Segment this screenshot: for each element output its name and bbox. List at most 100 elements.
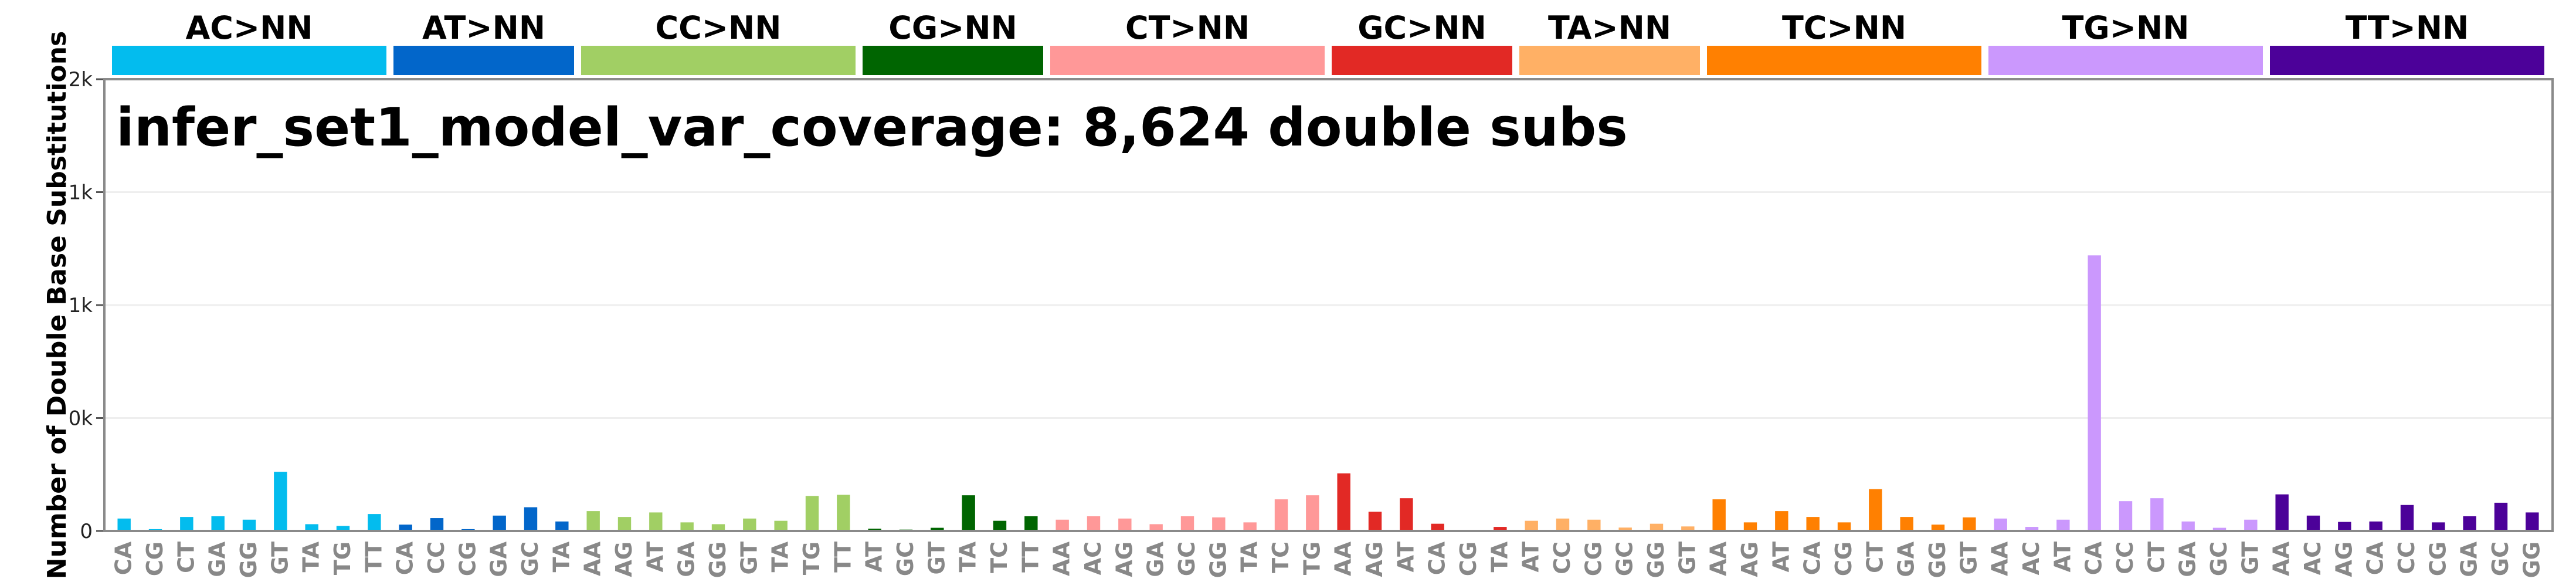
bar (211, 516, 225, 531)
bar (1274, 499, 1288, 531)
x-tick-label: GC (1612, 542, 1638, 576)
x-tick-label: AG (1737, 542, 1763, 577)
x-tick-label: CC (2112, 542, 2138, 574)
bar (2275, 494, 2289, 531)
x-tick-label: TA (298, 541, 324, 572)
x-tick-label: AG (2331, 542, 2357, 577)
x-tick-label: GA (2175, 541, 2201, 577)
x-tick-label: AA (1049, 541, 1075, 576)
chart-title: infer_set1_model_var_coverage: 8,624 dou… (116, 97, 1628, 158)
x-tick-label: GT (1956, 542, 1981, 575)
bar (399, 525, 412, 531)
x-tick-label: TA (1237, 541, 1262, 572)
bar (2056, 519, 2070, 531)
group-label: TG>NN (2062, 9, 2190, 46)
group-label: TT>NN (2346, 9, 2469, 46)
bar (1306, 495, 1319, 531)
x-tick-label: CG (1455, 542, 1481, 576)
x-tick-label: CC (2394, 542, 2419, 574)
group-color-band (1519, 46, 1700, 75)
bar (1212, 517, 1226, 531)
x-tick-label: CT (173, 542, 199, 573)
bar (2369, 521, 2382, 531)
x-tick-labels: CA CG CT GA GG GT TA TG TT CA CC CG GA GC TA AA AG AT GA GG… (111, 541, 2545, 578)
x-tick-label: CA (2081, 541, 2107, 575)
x-tick-label: AC (2300, 542, 2326, 575)
bar (1431, 523, 1444, 531)
x-tick-label: GA (1893, 541, 1919, 577)
x-tick-label: TG (330, 542, 355, 575)
bar (1681, 526, 1695, 531)
group-color-band (1332, 46, 1512, 75)
x-tick-label: CG (2425, 542, 2451, 576)
x-tick-label: GG (236, 542, 262, 578)
y-tick-label: 1k (69, 181, 93, 205)
x-tick-label: GT (924, 542, 949, 575)
x-tick-label: TT (361, 542, 386, 573)
x-tick-label: GA (486, 541, 512, 577)
bar (524, 507, 538, 531)
x-tick-label: TA (768, 541, 793, 572)
bar (1337, 473, 1350, 531)
x-tick-label: AT (642, 542, 668, 572)
bar (2119, 501, 2133, 531)
bar (1650, 523, 1664, 531)
x-tick-label: AA (2269, 541, 2295, 576)
x-tick-label: GG (1205, 542, 1231, 578)
bar (2306, 515, 2320, 531)
bar (1055, 519, 1069, 531)
x-tick-label: GA (205, 541, 230, 577)
bar (2463, 516, 2476, 531)
x-tick-label: CA (1424, 541, 1450, 575)
bar (931, 527, 944, 531)
bar (336, 526, 350, 531)
group-color-band (863, 46, 1043, 75)
bar (837, 495, 850, 531)
x-tick-label: AG (611, 542, 637, 577)
y-tick-label: 0k (69, 407, 93, 431)
group-color-band (1050, 46, 1325, 75)
x-tick-label: TC (1268, 542, 1294, 573)
bars (117, 255, 2539, 531)
x-tick-label: TG (1299, 542, 1325, 575)
x-tick-label: GC (892, 542, 918, 576)
x-tick-label: GG (705, 542, 731, 578)
x-tick-label: TA (548, 541, 574, 572)
bar (1963, 517, 1976, 531)
bar (1837, 522, 1851, 531)
bar (1556, 518, 1570, 531)
group-label: TA>NN (1548, 9, 1671, 46)
x-tick-label: GA (1143, 541, 1169, 577)
grid-lines (104, 191, 2553, 419)
group-headers: AC>NN AT>NN CC>NN CG>NN CT>NN GC>NN TA>NN TC>NN… (112, 9, 2544, 75)
bar (555, 521, 569, 531)
x-tick-label: AC (1080, 542, 1106, 575)
group-label: CG>NN (888, 9, 1017, 46)
group-color-band (581, 46, 856, 75)
x-tick-label: CC (1549, 542, 1575, 574)
bar (2432, 522, 2445, 531)
group-label: AT>NN (422, 9, 545, 46)
x-tick-label: CA (2363, 541, 2388, 575)
bar (180, 517, 194, 531)
bar (1525, 520, 1538, 531)
bar (962, 495, 975, 531)
bar (680, 522, 694, 531)
x-tick-label: GA (2456, 541, 2482, 577)
x-tick-label: CA (111, 541, 137, 575)
x-tick-label: CA (392, 541, 418, 575)
x-tick-label: GG (1643, 542, 1669, 578)
bar (649, 512, 663, 531)
bar (2212, 527, 2227, 531)
bar (774, 520, 788, 531)
bar (711, 524, 725, 531)
x-tick-label: GC (517, 542, 543, 576)
x-tick-label: AA (1987, 541, 2013, 576)
bar (743, 518, 756, 531)
bar (1149, 524, 1163, 531)
group-label: CC>NN (656, 9, 782, 46)
bar (2400, 505, 2414, 531)
x-tick-label: CA (1800, 541, 1825, 575)
x-tick-label: GA (674, 541, 700, 577)
